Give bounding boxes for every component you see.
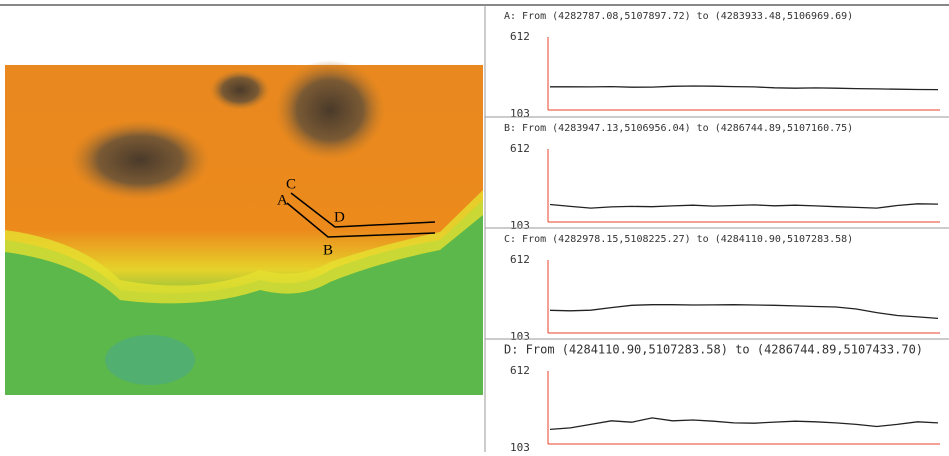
- ridge: [275, 60, 385, 160]
- chart-title: A: From (4282787.08,5107897.72) to (4283…: [504, 11, 853, 22]
- y-tick-label: 103: [510, 441, 530, 452]
- map-label: A: [277, 192, 288, 208]
- map-label: B: [323, 242, 333, 258]
- y-tick-label: 612: [510, 253, 530, 266]
- map-label: C: [286, 176, 296, 192]
- y-tick-label: 103: [510, 219, 530, 232]
- y-tick-label: 612: [510, 142, 530, 155]
- terrain-map: A B C D: [5, 60, 483, 395]
- chart-title: B: From (4283947.13,5106956.04) to (4286…: [504, 123, 853, 134]
- ridge: [210, 70, 270, 110]
- basin: [105, 335, 195, 385]
- figure: A B C D A: From (4282787.08,5107897.72) …: [0, 0, 949, 452]
- y-tick-label: 612: [510, 364, 530, 377]
- map-label: D: [334, 209, 345, 225]
- y-tick-label: 103: [510, 330, 530, 343]
- chart-title: C: From (4282978.15,5108225.27) to (4284…: [504, 234, 853, 245]
- ridge: [70, 120, 210, 200]
- profile-line: [550, 204, 938, 208]
- profile-line: [550, 418, 938, 430]
- y-tick-label: 612: [510, 30, 530, 43]
- y-tick-label: 103: [510, 107, 530, 120]
- profile-line: [550, 305, 938, 319]
- profile-line: [550, 86, 938, 90]
- chart-title: D: From (4284110.90,5107283.58) to (4286…: [504, 343, 923, 357]
